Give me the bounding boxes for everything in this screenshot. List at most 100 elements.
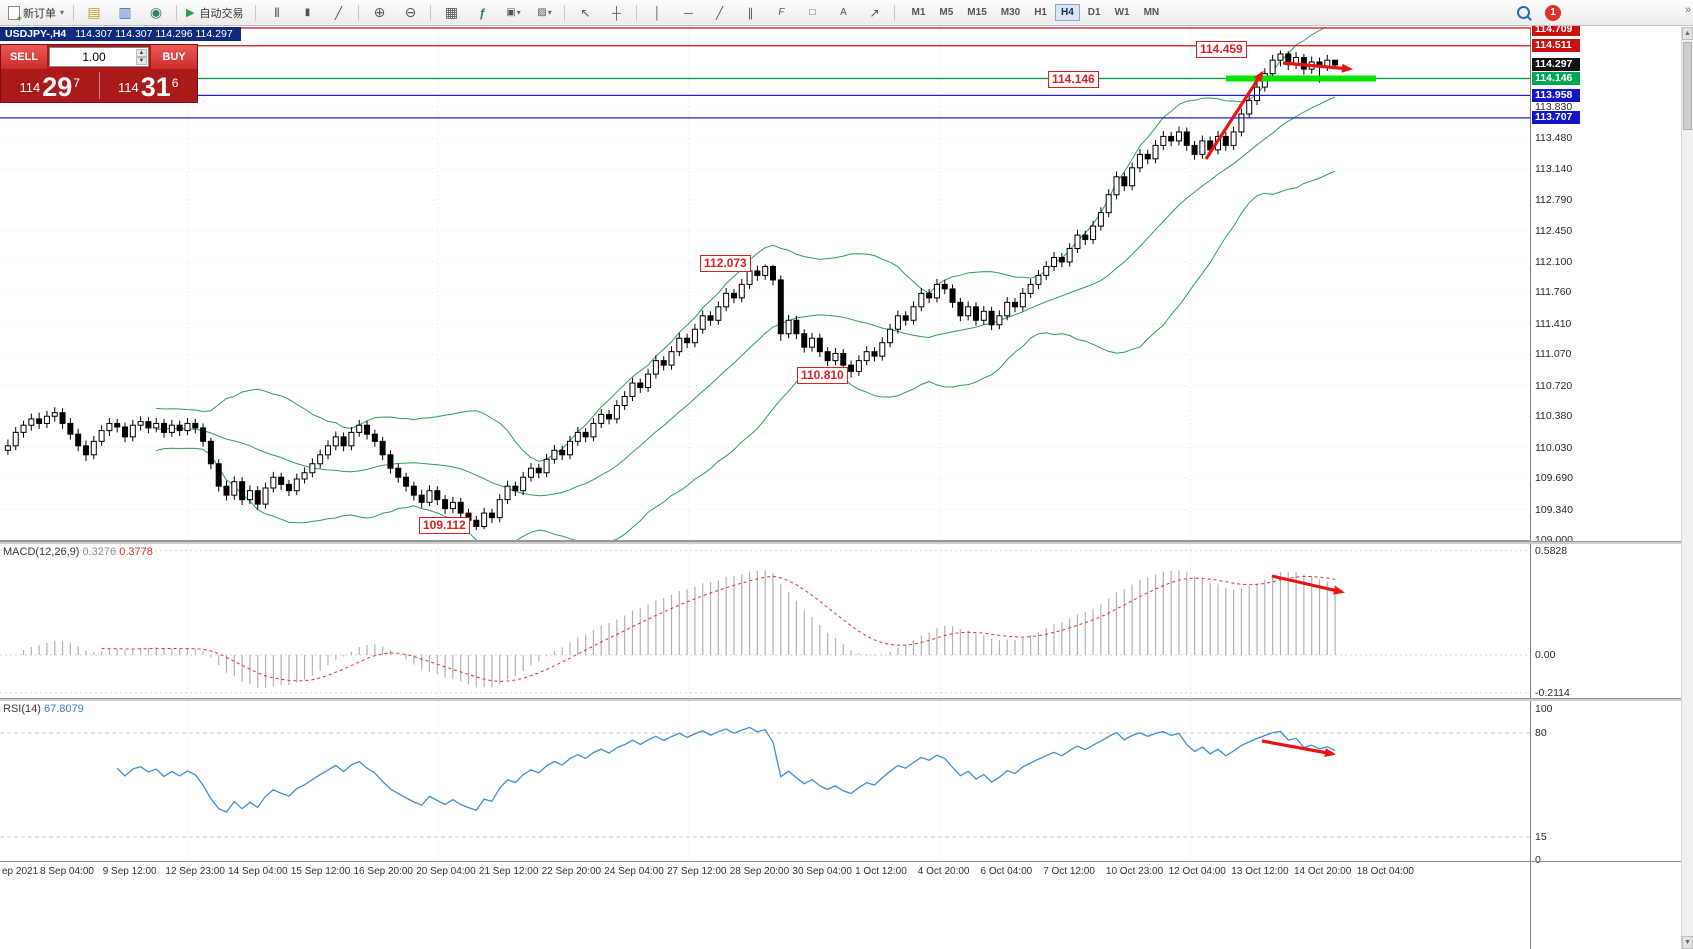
time-axis-label: 6 Oct 04:00 [980,866,1033,877]
pane-splitter[interactable] [0,698,1693,701]
templates-icon[interactable]: ▨ ▾ [537,7,552,18]
notifications-badge[interactable]: 1 [1545,4,1561,21]
trendline-icon[interactable]: ╱ [715,5,724,20]
bar-chart-icon[interactable]: ||| [274,7,280,18]
time-axis-label: 30 Sep 04:00 [792,866,852,877]
time-axis-label: 18 Oct 04:00 [1356,866,1414,877]
market-watch-icon[interactable]: ▤ [87,4,101,20]
bid-price[interactable]: 114 29 7 [1,69,99,102]
toolbar-right-cluster: 1 [1508,2,1561,24]
chevron-down-icon: ▾ [60,8,65,17]
time-axis-label: 13 Oct 12:00 [1231,866,1289,877]
vertical-line-icon[interactable]: │ [653,5,662,20]
cursor-icon[interactable]: ↖ [580,5,591,20]
price-callout[interactable]: 110.810 [797,367,848,384]
volume-input[interactable] [50,49,148,65]
sell-button[interactable]: SELL [1,45,47,69]
horizontal-line-icon[interactable]: ─ [684,5,693,20]
timeframe-button-m1[interactable]: M1 [911,7,926,18]
time-axis-label: ep 2021 [2,866,39,877]
timeframe-button-m30[interactable]: M30 [1000,7,1021,18]
time-axis-label: 7 Oct 12:00 [1043,866,1095,877]
timeframe-button-mn[interactable]: MN [1143,7,1160,18]
price-scale[interactable]: 113.830 113.480 113.140 112.790 112.450 112.1… [1530,23,1693,949]
time-axis-label: 22 Sep 20:00 [541,866,602,877]
rsi-tick-label: 0 [1535,854,1541,866]
timeframe-button-d1[interactable]: D1 [1087,7,1101,18]
ask-big-figure: 114 [118,80,139,95]
toolbar-overflow-button[interactable]: » [1684,4,1691,16]
price-callout[interactable]: 109.112 [419,517,470,534]
ask-pips: 31 [140,72,171,102]
timeframe-button-w1[interactable]: W1 [1114,7,1130,18]
scroll-down-button[interactable]: ▼ [1682,936,1693,949]
pane-splitter[interactable] [0,541,1693,544]
price-chart[interactable]: 114.459 114.146 112.073 110.810 109.112 [0,27,1530,541]
search-icon[interactable] [1508,2,1538,24]
data-window-icon[interactable]: ▥ [118,4,132,20]
price-tick-label: 112.450 [1535,224,1573,237]
time-axis-label: 20 Sep 04:00 [416,866,476,877]
timeframe-button-h4[interactable]: H4 [1055,4,1080,21]
scroll-up-button[interactable]: ▲ [1682,27,1693,40]
auto-trading-label: 自动交易 [199,7,244,20]
price-tick-label: 110.380 [1535,410,1573,423]
time-axis[interactable]: ep 2021 8 Sep 04:00 9 Sep 12:00 12 Sep 23:0… [0,862,1530,883]
scrollbar-thumb[interactable] [1683,42,1692,130]
one-click-trading-panel: SELL ▲ ▼ BUY 114 29 7 114 31 6 [0,44,198,103]
text-icon[interactable]: A [840,7,847,18]
timeframe-button-h1[interactable]: H1 [1034,7,1047,18]
rsi-tick-label: 80 [1535,727,1547,739]
price-tick-label: 113.480 [1535,132,1573,145]
crosshair-icon[interactable]: ┼ [612,5,621,20]
price-chart-canvas[interactable] [0,27,1530,541]
time-axis-label: 14 Oct 20:00 [1294,866,1352,877]
toolbar-separator [636,4,638,21]
time-axis-label: 28 Sep 20:00 [729,866,790,877]
new-order-button[interactable]: 新订单 ▾ [4,2,68,24]
toolbar-separator [358,4,360,21]
tile-windows-icon[interactable]: ▦ [444,4,459,20]
volume-up-button[interactable]: ▲ [136,49,147,57]
rsi-tick-label: 15 [1535,831,1547,843]
rsi-pane[interactable]: RSI(14) 67.8079 [0,701,1530,861]
indicators-icon[interactable]: ƒ [479,5,486,20]
price-badge: 114.146 [1532,71,1580,85]
price-tick-label: 111.410 [1535,317,1572,330]
vertical-scrollbar[interactable]: ▲ ▼ [1681,27,1693,949]
timeframe-toolbar: M1 M5 M15 M30 H1 H4 D1 W1 MN [904,4,1166,21]
ask-price[interactable]: 114 31 6 [100,69,198,102]
pane-splitter [0,861,1693,862]
shapes-icon[interactable]: □ [809,7,816,18]
price-callout[interactable]: 114.459 [1196,41,1247,58]
periods-menu-icon[interactable]: ▣ ▾ [506,7,521,18]
volume-down-button[interactable]: ▼ [136,57,147,65]
price-tick-label: 112.100 [1535,255,1573,268]
line-chart-icon[interactable]: ╱ [334,5,343,20]
toolbar-separator [73,4,75,21]
rsi-canvas[interactable] [0,701,1530,861]
timeframe-button-m15[interactable]: M15 [967,7,987,18]
time-axis-label: 15 Sep 12:00 [290,866,351,877]
zoom-out-icon[interactable]: ⊖ [404,4,417,20]
channel-icon[interactable]: ∥ [747,5,754,20]
price-callout[interactable]: 114.146 [1048,71,1099,88]
macd-canvas[interactable] [0,544,1530,698]
price-tick-label: 110.030 [1535,441,1573,454]
price-callout[interactable]: 112.073 [700,255,751,272]
timeframe-button-m5[interactable]: M5 [939,7,954,18]
navigator-icon[interactable]: ◉ [149,4,163,20]
buy-button[interactable]: BUY [151,45,197,69]
auto-trading-button[interactable]: ▶ 自动交易 [182,2,250,24]
macd-tick-label: 0.00 [1535,649,1556,662]
zoom-in-icon[interactable]: ⊕ [373,4,386,20]
ask-point: 6 [171,76,179,90]
candlestick-chart-icon[interactable]: ▮ [304,7,311,18]
fibonacci-icon[interactable]: F [778,7,785,18]
toolbar-separator [255,4,257,21]
arrow-tools-icon[interactable]: ↗ [869,5,880,20]
time-axis-label: 24 Sep 04:00 [604,866,664,877]
macd-tick-label: -0.2114 [1535,686,1570,699]
macd-pane[interactable]: MACD(12,26,9) 0.3276 0.3778 [0,544,1530,698]
